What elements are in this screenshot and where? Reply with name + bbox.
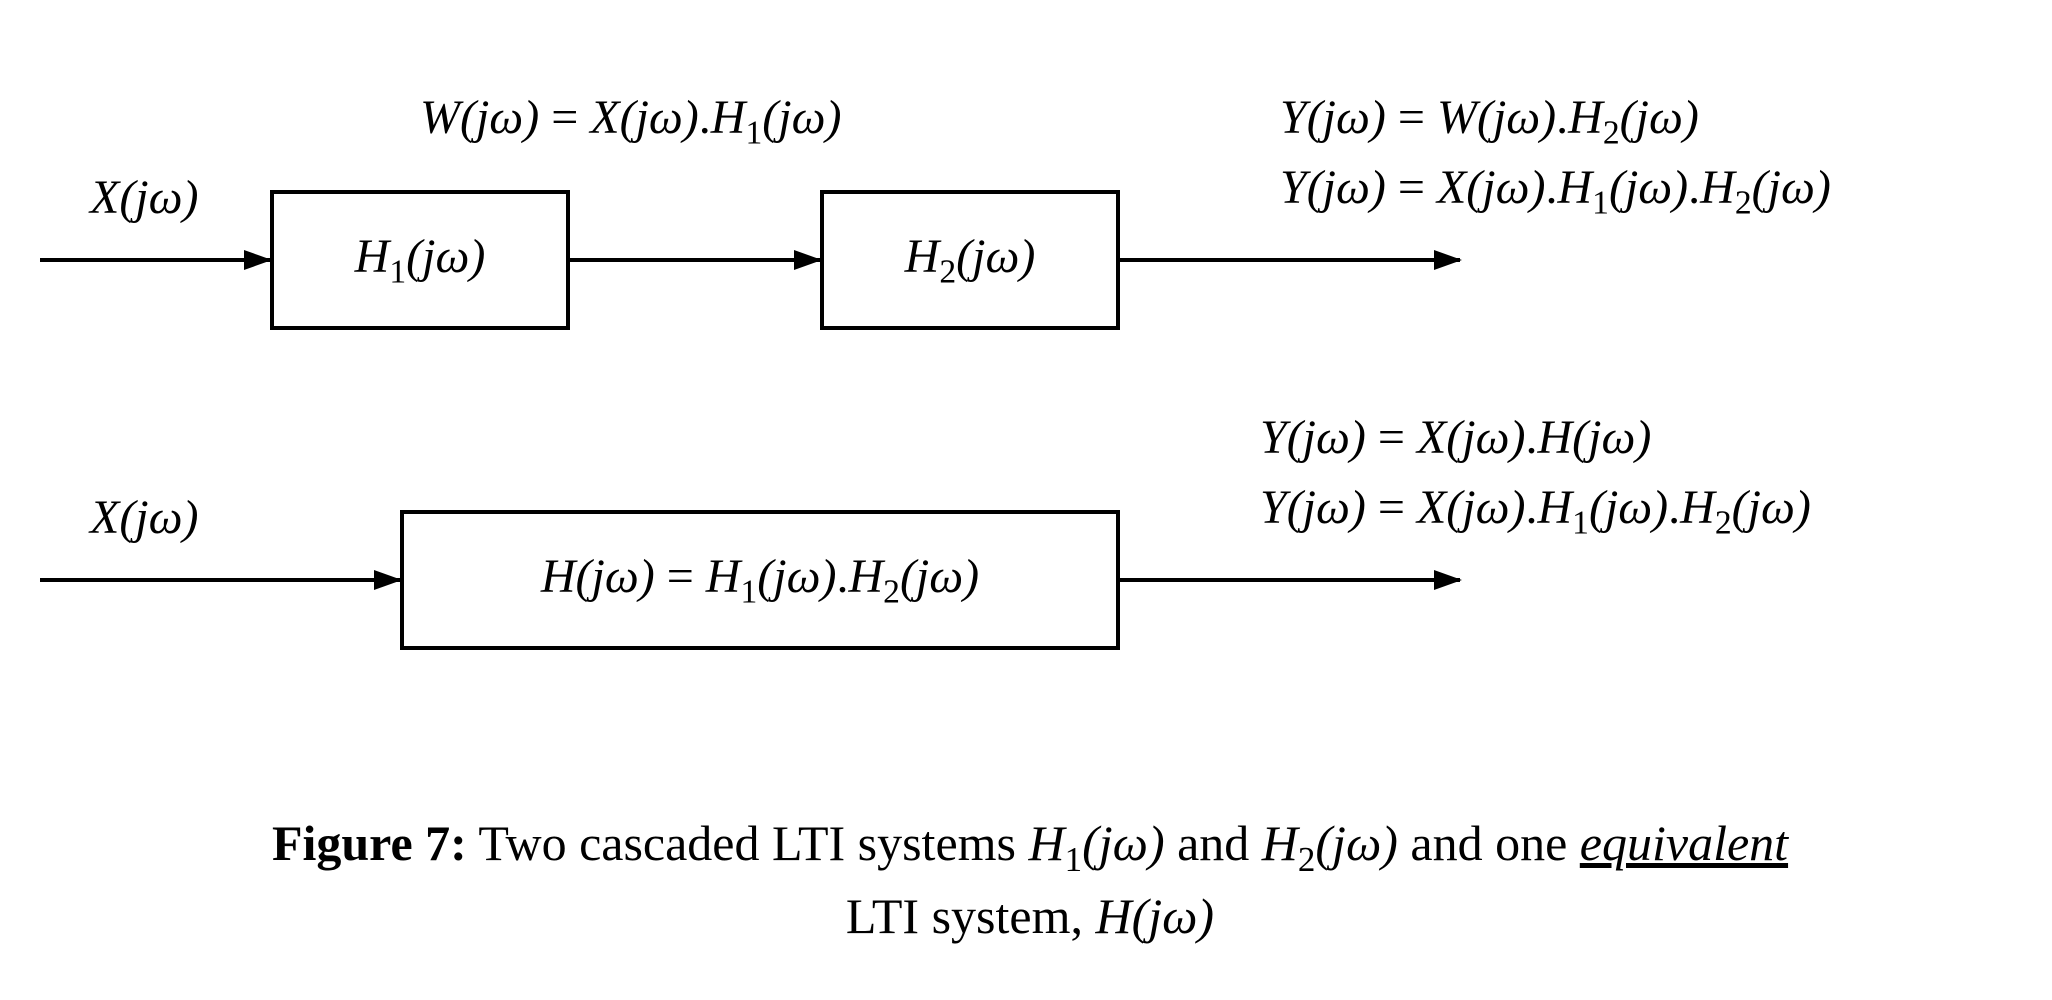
block-h1-label: H1(jω) <box>355 229 486 292</box>
block-h1: H1(jω) <box>270 190 570 330</box>
figure-canvas: H1(jω) H2(jω) H(jω) = H1(jω).H2(jω) X(jω… <box>0 0 2052 1000</box>
output-label-row2-line2: Y(jω) = X(jω).H1(jω).H2(jω) <box>1260 480 1811 543</box>
caption-line2-h: H(jω) <box>1095 888 1214 944</box>
block-h2: H2(jω) <box>820 190 1120 330</box>
caption-text-b: and one <box>1398 815 1580 871</box>
figure-caption: Figure 7: Two cascaded LTI systems H1(jω… <box>230 810 1830 951</box>
block-h-combined-label: H(jω) = H1(jω).H2(jω) <box>541 549 979 612</box>
caption-h2: H2(jω) <box>1262 815 1398 871</box>
output-label-row1-line1: Y(jω) = W(jω).H2(jω) <box>1280 90 1699 153</box>
output-label-row2-line1: Y(jω) = X(jω).H(jω) <box>1260 410 1651 465</box>
caption-equivalent: equivalent <box>1580 815 1788 871</box>
input-label-row2: X(jω) <box>90 490 199 545</box>
block-h2-label: H2(jω) <box>905 229 1036 292</box>
caption-and: and <box>1165 815 1262 871</box>
caption-line2-a: LTI system, <box>846 888 1096 944</box>
caption-text-a: Two cascaded LTI systems <box>467 815 1029 871</box>
block-h-combined: H(jω) = H1(jω).H2(jω) <box>400 510 1120 650</box>
output-label-row1-line2: Y(jω) = X(jω).H1(jω).H2(jω) <box>1280 160 1831 223</box>
caption-figure-number: Figure 7: <box>272 815 467 871</box>
input-label-row1: X(jω) <box>90 170 199 225</box>
caption-h1: H1(jω) <box>1028 815 1164 871</box>
intermediate-label-w: W(jω) = X(jω).H1(jω) <box>420 90 841 153</box>
